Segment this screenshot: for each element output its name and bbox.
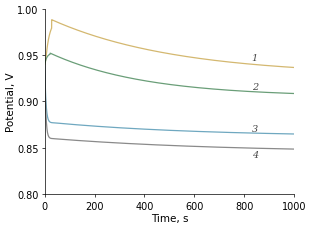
Text: 4: 4 (252, 150, 258, 159)
X-axis label: Time, s: Time, s (151, 213, 188, 224)
Text: 1: 1 (252, 54, 258, 63)
Text: 2: 2 (252, 82, 258, 91)
Y-axis label: Potential, V: Potential, V (6, 72, 16, 132)
Text: 3: 3 (252, 124, 258, 133)
